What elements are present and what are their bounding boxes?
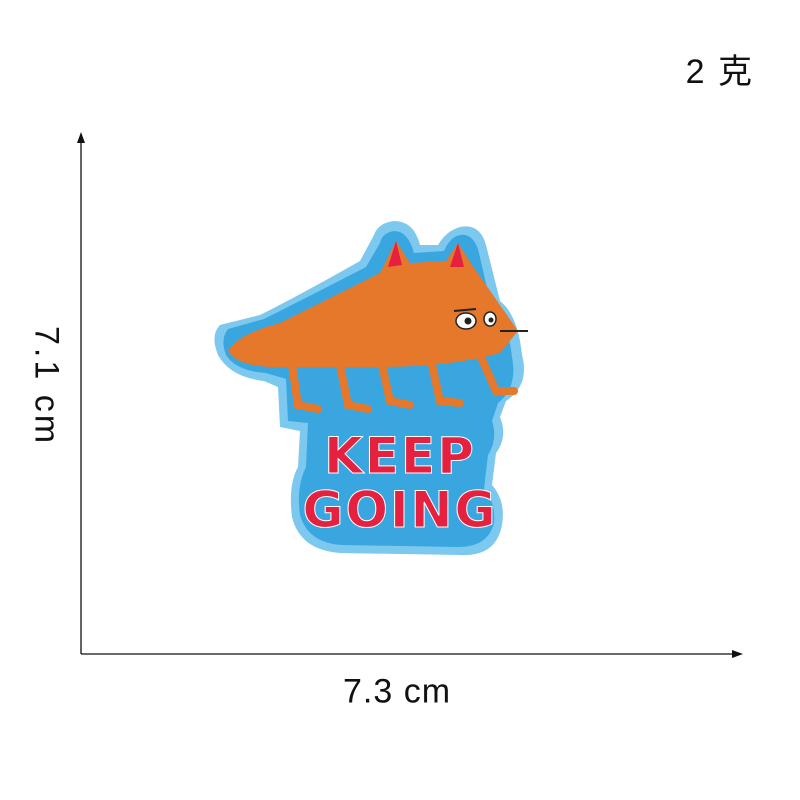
horizontal-axis-arrow [732,650,743,658]
keep-going-patch: KEEP GOING [214,221,528,556]
height-label: 7.1 cm [27,325,66,447]
vertical-axis-arrow [77,132,85,143]
fox-icon [228,241,528,413]
patch-text-going: GOING [302,481,497,539]
patch-text-keep: KEEP [324,427,476,485]
weight-label: 2 克 [685,53,754,91]
width-label: 7.3 cm [342,672,452,711]
